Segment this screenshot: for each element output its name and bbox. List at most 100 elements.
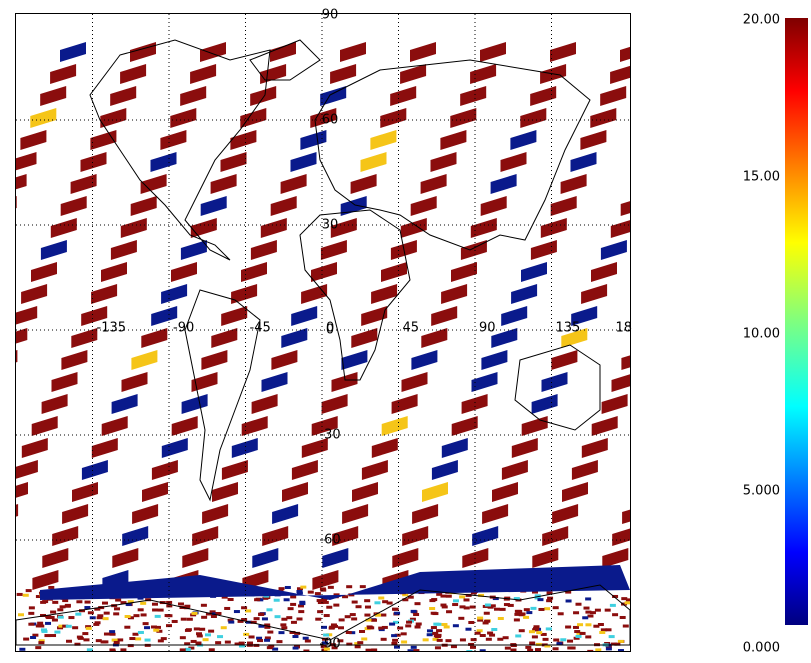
- swath-block: [662, 416, 688, 436]
- swath-block: [732, 570, 758, 590]
- swath-pixel: [487, 632, 493, 635]
- swath-block: [611, 218, 637, 238]
- swath-pixel: [124, 626, 130, 629]
- swath-pixel: [290, 603, 296, 606]
- swath-pixel: [346, 631, 352, 634]
- swath-block: [431, 306, 457, 326]
- swath-block: [151, 152, 177, 172]
- swath-block: [102, 416, 128, 436]
- swath-pixel: [28, 623, 34, 626]
- swath-pixel: [280, 623, 286, 626]
- swath-block: [402, 526, 428, 546]
- swath-pixel: [477, 617, 483, 620]
- swath-pixel: [324, 614, 330, 617]
- swath-pixel: [66, 640, 72, 643]
- swath-pixel: [543, 638, 549, 641]
- swath-pixel: [621, 597, 627, 600]
- swath-pixel: [152, 603, 158, 606]
- swath-pixel: [278, 631, 284, 634]
- lon-label: -90: [173, 321, 194, 336]
- swath-pixel: [141, 613, 147, 616]
- swath-block: [51, 218, 77, 238]
- swath-block: [542, 372, 568, 392]
- swath-block: [261, 218, 287, 238]
- swath-block: [351, 174, 377, 194]
- swath-pixel: [281, 618, 287, 621]
- swath-pixel: [138, 631, 144, 634]
- lat-label: 60: [322, 113, 339, 128]
- swath-block: [602, 548, 628, 568]
- swath-block: [532, 394, 558, 414]
- swath-pixel: [378, 627, 384, 630]
- swath-pixel: [567, 640, 573, 643]
- swath-block: [642, 460, 668, 480]
- swath-pixel: [471, 638, 477, 641]
- swath-pixel: [161, 637, 167, 640]
- swath-block: [0, 196, 17, 216]
- swath-pixel: [582, 616, 588, 619]
- swath-pixel: [292, 635, 298, 638]
- swath-block: [472, 526, 498, 546]
- swath-block: [761, 196, 787, 216]
- swath-pixel: [364, 599, 370, 602]
- swath-pixel: [180, 648, 186, 651]
- swath-pixel: [427, 633, 433, 636]
- swath-block: [750, 64, 776, 84]
- swath-pixel: [120, 648, 126, 651]
- swath-block: [501, 306, 527, 326]
- swath-block: [0, 218, 7, 238]
- swath-block: [142, 482, 168, 502]
- swath-block: [761, 350, 787, 370]
- lat-label: -90: [319, 637, 340, 652]
- swath-pixel: [618, 640, 624, 643]
- swath-pixel: [315, 592, 321, 595]
- swath-pixel: [284, 598, 290, 601]
- swath-block: [231, 284, 257, 304]
- swath-block: [501, 152, 527, 172]
- swath-pixel: [281, 626, 287, 629]
- swath-pixel: [82, 632, 88, 635]
- swath-block: [90, 130, 116, 150]
- swath-block: [20, 130, 46, 150]
- swath-block: [412, 504, 438, 524]
- swath-block: [330, 64, 356, 84]
- swath-block: [731, 262, 757, 282]
- colorbar-label: 15.00: [743, 170, 780, 185]
- swath-block: [481, 196, 507, 216]
- swath-pixel: [195, 642, 201, 645]
- swath-pixel: [389, 623, 395, 626]
- swath-pixel: [221, 626, 227, 629]
- swath-pixel: [514, 618, 520, 621]
- swath-pixel: [65, 604, 71, 607]
- swath-block: [222, 460, 248, 480]
- swath-pixel: [185, 648, 191, 651]
- swath-block: [342, 504, 368, 524]
- swath-block: [130, 42, 156, 62]
- swath-pixel: [525, 646, 531, 649]
- swath-block: [381, 262, 407, 282]
- swath-pixel: [72, 626, 78, 629]
- swath-block: [252, 548, 278, 568]
- swath-block: [571, 152, 597, 172]
- swath-block: [341, 350, 367, 370]
- swath-block: [751, 218, 777, 238]
- swath-pixel: [459, 595, 465, 598]
- swath-pixel: [530, 607, 536, 610]
- swath-pixel: [35, 646, 41, 649]
- swath-pixel: [203, 638, 209, 641]
- swath-pixel: [580, 632, 586, 635]
- swath-pixel: [546, 627, 552, 630]
- swath-pixel: [367, 626, 373, 629]
- swath-pixel: [355, 645, 361, 648]
- swath-pixel: [234, 610, 240, 613]
- swath-block: [352, 482, 378, 502]
- swath-block: [30, 108, 56, 128]
- swath-pixel: [318, 601, 324, 604]
- swath-block: [182, 394, 208, 414]
- swath-pixel: [406, 621, 412, 624]
- swath-block: [191, 218, 217, 238]
- swath-pixel: [115, 599, 121, 602]
- swath-block: [162, 438, 188, 458]
- swath-pixel: [595, 648, 601, 651]
- swath-pixel: [68, 616, 74, 619]
